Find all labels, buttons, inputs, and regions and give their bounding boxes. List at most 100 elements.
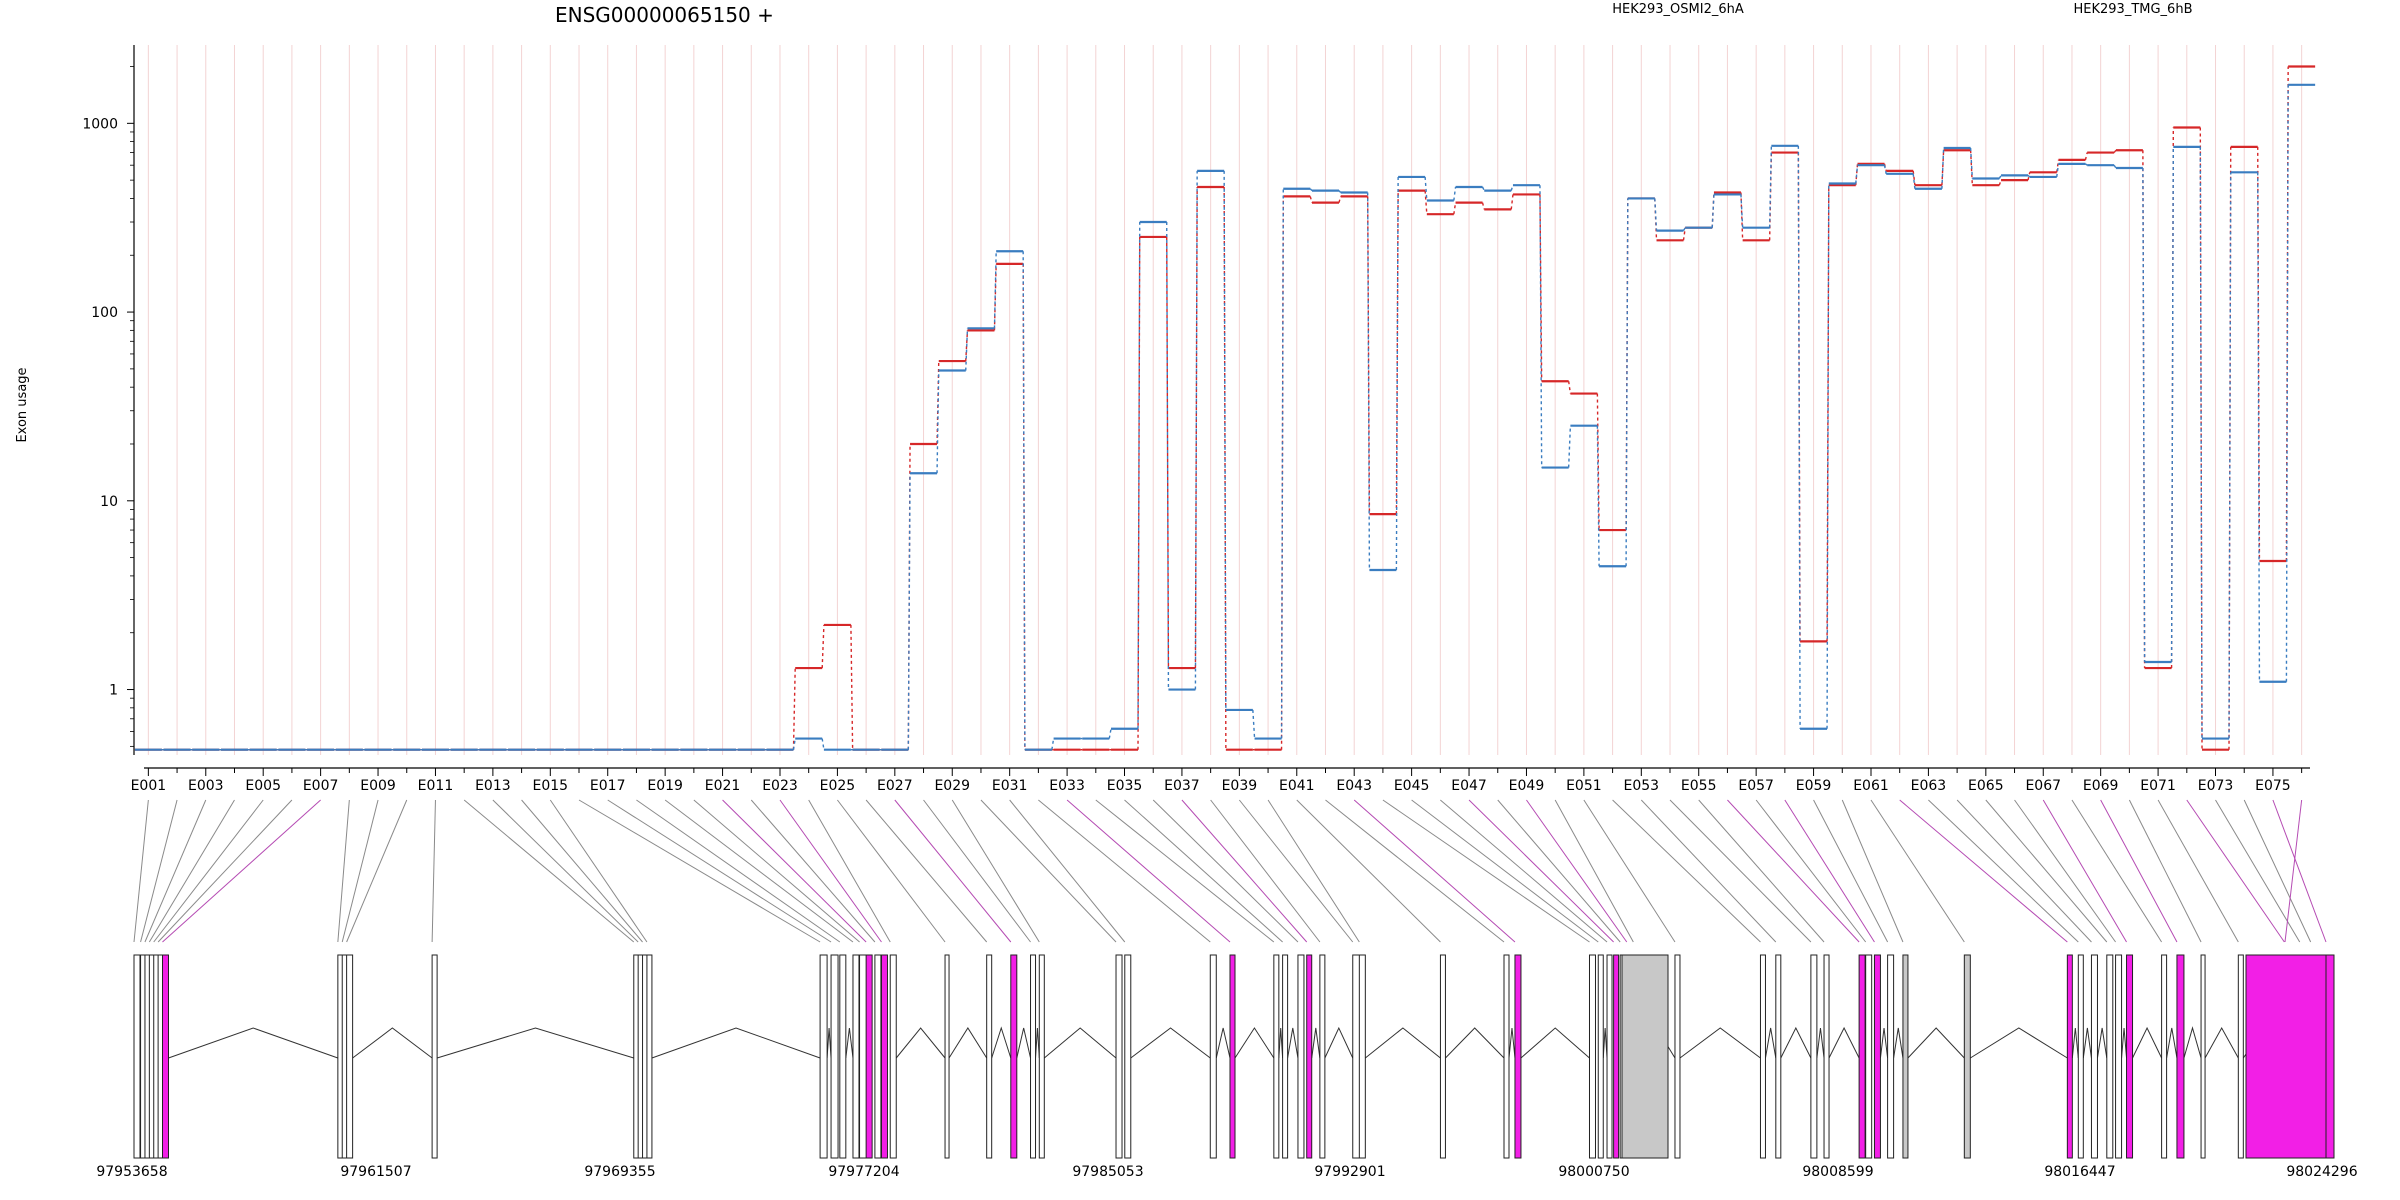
series-connector <box>2027 172 2031 181</box>
x-tick-label: E003 <box>188 778 224 794</box>
series-connector <box>1883 165 1887 174</box>
exon-box <box>1209 954 1217 1159</box>
exon-connector <box>779 799 882 943</box>
exon-connector <box>492 799 639 943</box>
exon-box <box>1963 954 1971 1159</box>
exon-connector <box>664 799 854 943</box>
x-tick-label: E049 <box>1509 778 1545 794</box>
y-tick-label: 10 <box>100 494 118 510</box>
series-connector <box>1998 179 2002 186</box>
intron-line <box>1311 1027 1321 1059</box>
series-connector <box>2113 164 2117 169</box>
series-connector <box>1137 222 1141 729</box>
exon-connectors <box>133 799 2327 943</box>
coordinate-label: 98024296 <box>2286 1164 2357 1180</box>
exon-box <box>2325 954 2335 1159</box>
series-connector <box>821 624 825 669</box>
exon-box <box>1597 954 1604 1159</box>
exon-connector <box>865 799 988 943</box>
y-axis-label: Exon usage <box>15 367 30 442</box>
coordinate-label: 97985053 <box>1072 1164 1143 1180</box>
exon-connector <box>1526 799 1628 943</box>
intron-line <box>1520 1027 1590 1059</box>
exon-box <box>852 954 860 1159</box>
intron-line <box>1828 1026 1860 1059</box>
exon-connector <box>1095 799 1275 943</box>
series-connector <box>2056 163 2060 178</box>
exon-box <box>2237 954 2244 1159</box>
exon-box <box>1352 954 1361 1159</box>
series-connector <box>993 251 997 329</box>
exon-box <box>986 954 993 1159</box>
series-connector <box>2228 172 2232 739</box>
exon-connector <box>1267 799 1360 943</box>
exon-box <box>889 954 897 1159</box>
series-connector <box>1912 170 1916 186</box>
x-tick-label: E019 <box>647 778 683 794</box>
series-connector <box>1223 186 1227 750</box>
coordinate-axis: 97953658 97961507 97969355 97977204 97985053… <box>96 1164 2357 1180</box>
exon-box <box>1319 954 1326 1159</box>
exon-connector <box>607 799 832 943</box>
coordinate-label: 97961507 <box>340 1164 411 1180</box>
intron-line <box>826 1027 832 1059</box>
series-connector <box>1998 175 2002 179</box>
exon-connector <box>1152 799 1299 943</box>
series-connector <box>821 738 825 750</box>
x-axis-ticks: E001 E003 E005 E007 E009 E011 E013 E015 E017 E019… <box>131 768 2303 794</box>
exon-connector <box>636 799 841 943</box>
series-connector <box>1539 194 1543 382</box>
exon-box <box>819 954 828 1159</box>
series-b-line <box>134 83 2316 751</box>
x-tick-label: E059 <box>1796 778 1832 794</box>
legend-series-a: HEK293_OSMI2_6hA <box>1612 2 1744 17</box>
exon-connector <box>1009 799 1126 943</box>
series-connector <box>1711 192 1715 228</box>
intron-line <box>1043 1027 1117 1059</box>
exon-box <box>2126 954 2134 1159</box>
coordinate-label: 98008599 <box>1802 1164 1873 1180</box>
x-tick-label: E033 <box>1049 778 1085 794</box>
exon-box <box>880 954 888 1159</box>
intron-line <box>1234 1027 1275 1059</box>
exon-connector <box>346 799 408 943</box>
series-connector <box>1194 170 1198 690</box>
intron-line <box>1035 1027 1040 1059</box>
x-tick-label: E025 <box>820 778 856 794</box>
y-tick-label: 1000 <box>82 116 118 132</box>
intron-line <box>845 1027 854 1059</box>
exon-connector <box>1382 799 1590 943</box>
exon-box <box>1775 954 1782 1159</box>
series-connector <box>1510 184 1514 191</box>
exon-box <box>1588 954 1596 1159</box>
exon-connector <box>1238 799 1354 943</box>
series-connector <box>1567 425 1572 468</box>
intron-line <box>2096 1027 2108 1059</box>
exon-box <box>346 954 354 1159</box>
exon-connector <box>923 799 1031 943</box>
x-tick-label: E069 <box>2083 778 2119 794</box>
exon-box <box>1621 954 1669 1159</box>
exon-connector <box>549 799 648 943</box>
exon-connector <box>750 799 876 943</box>
exon-box <box>1873 954 1881 1159</box>
exon-connector <box>1181 799 1308 943</box>
exon-connector <box>1755 799 1867 943</box>
exon-connector <box>1583 799 1676 943</box>
intron-line <box>1879 1027 1889 1059</box>
exon-box <box>839 954 847 1159</box>
series-connector <box>936 370 940 474</box>
exon-connector <box>808 799 891 943</box>
series-connector <box>1022 251 1026 750</box>
exon-connector <box>144 799 207 943</box>
x-tick-label: E065 <box>1968 778 2004 794</box>
x-tick-label: E055 <box>1681 778 1717 794</box>
intron-line <box>1324 1026 1354 1059</box>
exon-connector <box>2186 799 2285 943</box>
series-connector <box>936 361 940 445</box>
series-connector <box>1654 198 1658 231</box>
exon-box <box>1115 954 1123 1159</box>
x-tick-label: E043 <box>1336 778 1372 794</box>
exon-connector <box>162 799 321 943</box>
exon-box <box>1514 954 1522 1159</box>
